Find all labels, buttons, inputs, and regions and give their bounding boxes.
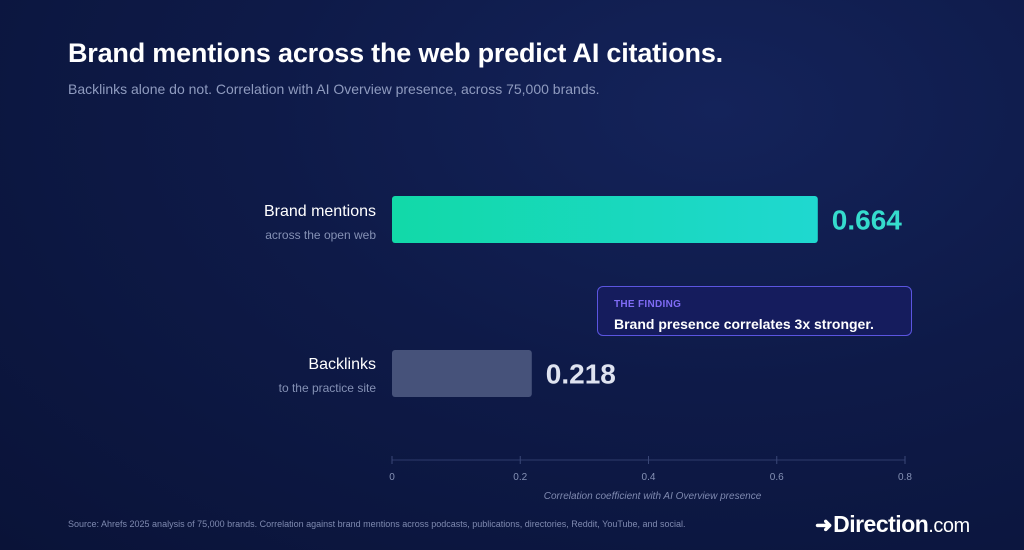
x-tick-label-1: 0.2 (513, 472, 527, 483)
category-label-brand-mentions: Brand mentions (263, 203, 376, 220)
logo-brand: Direction (833, 511, 929, 537)
bar-0 (392, 196, 818, 243)
finding-label: THE FINDING (614, 299, 682, 310)
category-sublabel-backlinks: to the practice site (278, 381, 376, 395)
x-tick-label-3: 0.6 (770, 472, 784, 483)
x-tick-label-4: 0.8 (898, 472, 912, 483)
category-label-backlinks: Backlinks (308, 356, 376, 373)
logo-suffix: .com (928, 515, 970, 537)
x-axis-label: Correlation coefficient with AI Overview… (544, 491, 762, 502)
bar-1 (392, 350, 532, 397)
direction-logo: ➜Direction.com (815, 511, 970, 538)
category-sublabel-brand-mentions: across the open web (265, 228, 376, 242)
source-note: Source: Ahrefs 2025 analysis of 75,000 b… (68, 519, 686, 529)
chart-subtitle: Backlinks alone do not. Correlation with… (68, 81, 600, 97)
x-tick-label-0: 0 (389, 472, 395, 483)
value-label-0: 0.664 (832, 205, 902, 236)
finding-text: Brand presence correlates 3x stronger. (614, 316, 874, 332)
x-tick-label-2: 0.4 (642, 472, 656, 483)
value-label-1: 0.218 (546, 359, 616, 390)
arrow-icon: ➜ (815, 514, 833, 537)
finding-callout: THE FINDING Brand presence correlates 3x… (597, 286, 912, 336)
chart-title: Brand mentions across the web predict AI… (68, 38, 723, 68)
